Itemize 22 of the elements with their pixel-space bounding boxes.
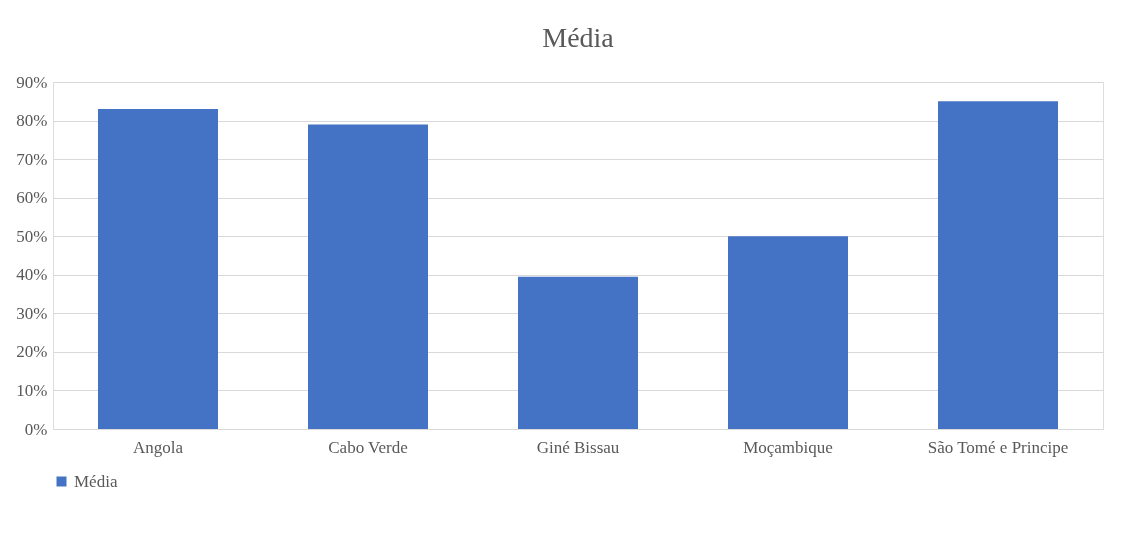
x-tick-label: São Tomé e Principe	[927, 437, 1069, 457]
y-tick-label: 10%	[16, 380, 48, 400]
bar	[308, 124, 428, 429]
y-tick-label: 30%	[16, 303, 48, 323]
y-tick-label: 90%	[16, 72, 48, 92]
x-tick-label: Moçambique	[743, 437, 833, 457]
x-tick-label: Giné Bissau	[536, 437, 620, 457]
bar	[518, 276, 638, 429]
y-tick-label: 0%	[24, 419, 48, 439]
legend-label: Média	[74, 471, 118, 491]
x-tick-label: Cabo Verde	[328, 437, 408, 457]
bar	[728, 236, 848, 429]
x-tick-label: Angola	[132, 437, 184, 457]
bar	[98, 108, 218, 429]
chart-title: Média	[542, 22, 615, 53]
y-tick-label: 40%	[16, 265, 48, 285]
y-tick-label: 60%	[16, 188, 48, 208]
y-tick-label: 80%	[16, 111, 48, 131]
y-tick-label: 70%	[16, 149, 48, 169]
y-tick-label: 50%	[16, 226, 48, 246]
y-tick-label: 20%	[16, 342, 48, 362]
bar	[938, 101, 1058, 429]
